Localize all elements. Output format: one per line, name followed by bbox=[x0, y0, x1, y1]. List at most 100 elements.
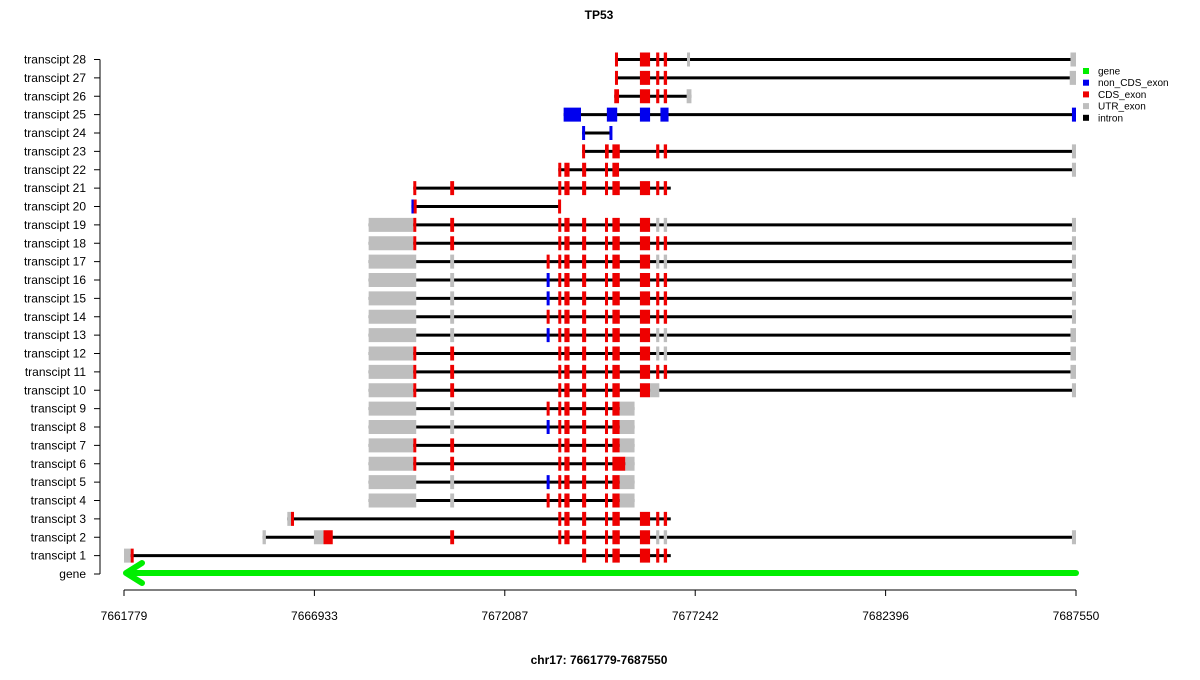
utr-exon bbox=[1071, 273, 1076, 287]
utr-exon bbox=[1071, 144, 1076, 159]
non-cds-exon bbox=[546, 291, 550, 306]
cds-exon bbox=[612, 438, 620, 453]
utr-exon bbox=[450, 420, 455, 434]
cds-exon bbox=[612, 511, 620, 526]
x-tick-label: 7682396 bbox=[862, 609, 909, 623]
legend-swatch bbox=[1083, 79, 1089, 86]
cds-exon bbox=[450, 456, 455, 471]
cds-exon bbox=[663, 273, 668, 287]
cds-exon bbox=[582, 456, 587, 471]
cds-exon bbox=[605, 273, 609, 287]
utr-exon bbox=[656, 254, 660, 269]
cds-exon bbox=[612, 493, 620, 508]
cds-exon bbox=[605, 236, 609, 251]
legend-swatch bbox=[1083, 68, 1089, 74]
x-tick-label: 7666933 bbox=[291, 609, 338, 623]
utr-exon bbox=[1070, 346, 1076, 361]
cds-exon bbox=[564, 420, 570, 434]
cds-exon bbox=[413, 181, 417, 196]
transcript-label: transcipt 28 bbox=[24, 53, 86, 67]
cds-exon bbox=[614, 52, 618, 67]
cds-exon bbox=[582, 364, 587, 379]
cds-exon bbox=[582, 291, 587, 306]
cds-exon bbox=[564, 181, 570, 196]
cds-exon bbox=[558, 511, 562, 526]
cds-exon bbox=[450, 236, 455, 251]
utr-exon bbox=[656, 217, 660, 232]
transcript-row bbox=[368, 493, 635, 508]
utr-exon bbox=[650, 383, 660, 398]
cds-exon bbox=[639, 254, 651, 269]
cds-exon bbox=[612, 162, 620, 177]
transcript-label: transcipt 27 bbox=[24, 71, 86, 85]
transcript-label: transcipt 10 bbox=[24, 383, 86, 397]
cds-exon bbox=[564, 346, 570, 361]
transcript-row bbox=[582, 144, 1076, 159]
cds-exon bbox=[663, 236, 668, 251]
cds-exon bbox=[582, 530, 587, 545]
legend-swatch bbox=[1083, 103, 1089, 110]
cds-exon bbox=[564, 475, 570, 490]
gene-track bbox=[123, 560, 1079, 586]
transcript-label: transcipt 4 bbox=[31, 494, 87, 508]
transcript-row bbox=[368, 236, 1076, 251]
cds-exon bbox=[656, 181, 660, 196]
cds-exon bbox=[612, 383, 620, 398]
cds-exon bbox=[639, 548, 651, 563]
transcript-row bbox=[614, 52, 1076, 67]
gene-label: gene bbox=[59, 567, 86, 581]
non-cds-exon bbox=[546, 328, 550, 343]
utr-exon bbox=[619, 438, 635, 453]
cds-exon bbox=[564, 217, 570, 232]
cds-exon bbox=[605, 291, 609, 306]
cds-exon bbox=[450, 181, 455, 196]
cds-exon bbox=[558, 420, 562, 434]
utr-exon bbox=[619, 493, 635, 508]
transcript-row bbox=[558, 162, 1076, 177]
cds-exon bbox=[546, 493, 550, 508]
cds-exon bbox=[546, 309, 550, 324]
cds-exon bbox=[546, 401, 550, 416]
cds-exon bbox=[656, 309, 660, 324]
cds-exon bbox=[612, 181, 620, 196]
cds-exon bbox=[663, 144, 668, 159]
cds-exon bbox=[564, 236, 570, 251]
transcript-row bbox=[368, 309, 1076, 324]
x-axis-label: chr17: 7661779-7687550 bbox=[531, 653, 668, 667]
non-cds-exon bbox=[546, 475, 550, 490]
utr-exon bbox=[663, 328, 668, 343]
non-cds-exon bbox=[546, 420, 550, 434]
cds-exon bbox=[605, 364, 609, 379]
cds-exon bbox=[605, 383, 609, 398]
cds-exon bbox=[564, 530, 570, 545]
cds-exon bbox=[582, 475, 587, 490]
cds-exon bbox=[558, 401, 562, 416]
non-cds-exon bbox=[1071, 107, 1076, 122]
legend-label: non_CDS_exon bbox=[1098, 78, 1169, 89]
transcript-label: transcipt 9 bbox=[31, 402, 87, 416]
cds-exon bbox=[558, 328, 562, 343]
cds-exon bbox=[323, 530, 333, 545]
cds-exon bbox=[612, 254, 620, 269]
cds-exon bbox=[582, 328, 587, 343]
cds-exon bbox=[612, 475, 620, 490]
cds-exon bbox=[639, 181, 651, 196]
cds-exon bbox=[612, 217, 620, 232]
utr-exon bbox=[368, 291, 417, 306]
transcript-row bbox=[582, 126, 613, 140]
utr-exon bbox=[686, 89, 692, 104]
utr-exon bbox=[1071, 217, 1076, 232]
utr-exon bbox=[368, 401, 417, 416]
cds-exon bbox=[558, 530, 562, 545]
utr-exon bbox=[124, 548, 131, 563]
transcript-row bbox=[368, 254, 1076, 269]
cds-exon bbox=[612, 420, 620, 434]
chart-title: TP53 bbox=[585, 8, 614, 22]
cds-exon bbox=[413, 364, 417, 379]
utr-exon bbox=[1070, 364, 1076, 379]
non-cds-exon bbox=[660, 107, 669, 122]
transcript-row bbox=[368, 401, 635, 416]
utr-exon bbox=[368, 383, 414, 398]
transcript-row bbox=[368, 383, 1076, 398]
transcript-label: transcipt 11 bbox=[25, 365, 86, 379]
